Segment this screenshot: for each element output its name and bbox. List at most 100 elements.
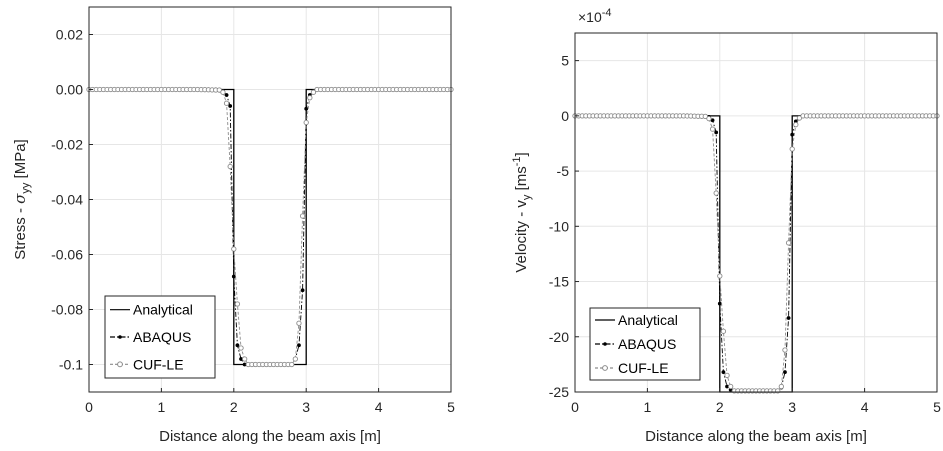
- stress-series-abaqus-point: [297, 343, 301, 348]
- velocity-series-abaqus-point: [786, 316, 791, 320]
- velocity-series-cuf-le-point: [778, 383, 784, 390]
- velocity-y-ticks: -25 -20 -15 -10 -5 0 5: [549, 53, 579, 400]
- stress-y-label-unit: [MPa]: [12, 139, 29, 182]
- stress-x-tick-label: 3: [302, 399, 310, 415]
- velocity-series-cuf-le-point: [793, 122, 799, 128]
- velocity-legend-marker-cuf-le: [602, 365, 608, 371]
- velocity-series-cuf-le-point: [782, 347, 788, 353]
- velocity-x-tick-label: 3: [788, 399, 796, 415]
- velocity-series-cuf-le-point: [724, 372, 730, 379]
- velocity-x-ticks: 0 1 2 3 4 5: [571, 388, 941, 415]
- stress-y-label-base: Stress -: [12, 204, 29, 260]
- velocity-x-tick-label: 0: [571, 399, 579, 415]
- stress-series-cuf-le-point: [227, 163, 233, 170]
- velocity-legend-label-cuf-le: CUF-LE: [618, 360, 669, 376]
- stress-legend-label-cuf-le: CUF-LE: [133, 356, 184, 372]
- stress-series-abaqus-point: [300, 288, 305, 293]
- stress-x-tick-label: 0: [85, 399, 93, 415]
- stress-series-cuf-le-point: [223, 100, 230, 106]
- velocity-series-cuf-le-point: [717, 273, 723, 279]
- velocity-series-abaqus-point: [790, 132, 795, 137]
- stress-x-tick-label: 4: [375, 399, 383, 415]
- velocity-series-cuf-le-point: [713, 190, 719, 196]
- stress-series-cuf-le-point: [292, 356, 298, 362]
- velocity-y-label-sub: y: [521, 194, 533, 200]
- stress-series-abaqus-point: [231, 274, 236, 279]
- velocity-scale-factor: ×10-4: [578, 7, 612, 25]
- stress-series-cuf-le-point: [296, 320, 302, 326]
- stress-series-group: [86, 86, 454, 368]
- stress-y-tick-label: -0.08: [51, 302, 83, 318]
- velocity-y-tick-label: 0: [561, 108, 569, 124]
- stress-series-abaqus-point: [304, 106, 309, 111]
- velocity-x-tick-label: 2: [716, 399, 724, 415]
- stress-y-ticks: -0.1 -0.08 -0.06 -0.04 -0.02 0.00 0.02: [51, 27, 93, 373]
- stress-x-tick-label: 2: [230, 399, 238, 415]
- stress-y-tick-label: -0.1: [59, 357, 83, 373]
- velocity-x-tick-label: 1: [644, 399, 652, 415]
- stress-x-ticks: 0 1 2 3 4 5: [85, 388, 455, 415]
- velocity-legend-marker-abaqus: [603, 342, 607, 346]
- stress-series-abaqus-point: [228, 104, 233, 108]
- velocity-x-axis-label: Distance along the beam axis [m]: [645, 428, 867, 445]
- velocity-x-tick-label: 5: [933, 399, 941, 415]
- stress-legend: Analytical ABAQUS CUF-LE: [104, 295, 216, 379]
- stress-y-axis-label: Stress - σyy [MPa]: [11, 139, 32, 259]
- velocity-series-cuf-le-point: [706, 115, 712, 122]
- velocity-y-tick-label: -5: [557, 163, 570, 179]
- stress-y-tick-label: -0.06: [51, 247, 83, 263]
- stress-y-label-symbol: σ: [11, 193, 29, 204]
- velocity-series-cuf-le-point: [709, 126, 716, 132]
- stress-y-label-sub: yy: [20, 182, 32, 194]
- velocity-series-abaqus-point: [721, 370, 726, 375]
- velocity-legend: Analytical ABAQUS CUF-LE: [589, 307, 701, 381]
- stress-series-cuf-le-point: [234, 301, 241, 307]
- stress-y-tick-label: 0.00: [56, 82, 83, 98]
- velocity-y-label-unit-base: [ms: [513, 166, 530, 194]
- velocity-series-abaqus-point: [717, 301, 722, 306]
- velocity-y-tick-label: -10: [549, 218, 569, 234]
- velocity-y-label-unit-end: ]: [513, 152, 530, 156]
- stress-series-cuf-le-point: [289, 361, 295, 368]
- stress-y-tick-label: -0.04: [51, 192, 83, 208]
- stress-legend-label-analytical: Analytical: [133, 302, 193, 318]
- velocity-y-tick-label: -25: [549, 384, 569, 400]
- stress-x-tick-label: 1: [158, 399, 166, 415]
- stress-series-abaqus-point: [235, 343, 240, 348]
- velocity-legend-label-analytical: Analytical: [618, 312, 678, 328]
- velocity-series-abaqus-point: [783, 370, 787, 375]
- velocity-legend-label-abaqus: ABAQUS: [618, 336, 676, 352]
- stress-series-cuf-le-point: [238, 345, 244, 351]
- velocity-series-cuf-le-point: [720, 328, 727, 334]
- stress-legend-marker-cuf-le: [117, 361, 123, 368]
- stress-legend-marker-abaqus: [118, 335, 122, 339]
- stress-series-cuf-le-point: [307, 95, 313, 101]
- stress-x-axis-label: Distance along the beam axis [m]: [159, 428, 381, 445]
- velocity-y-tick-label: -20: [549, 329, 569, 345]
- velocity-y-label-base: Velocity - v: [513, 200, 530, 273]
- stress-series-cuf-le-point: [310, 89, 317, 95]
- velocity-chart: 0 1 2 3 4 5 -25 -20 -15 -10 -5 0 5 Distance along t…: [511, 7, 941, 445]
- stress-series-cuf-le-point: [231, 246, 237, 252]
- velocity-x-tick-label: 4: [861, 399, 869, 415]
- velocity-series-abaqus-point: [714, 130, 719, 135]
- stress-series-abaqus-point: [224, 93, 229, 97]
- stress-y-tick-label: 0.02: [56, 27, 83, 43]
- stress-series-cuf-le-point: [303, 119, 309, 126]
- stress-series-cuf-le-point: [242, 356, 248, 362]
- velocity-series-cuf-le-point: [728, 383, 734, 390]
- velocity-y-axis-label: Velocity - vy [ms-1]: [511, 152, 533, 272]
- velocity-y-tick-label: 5: [561, 53, 569, 69]
- stress-legend-label-abaqus: ABAQUS: [133, 329, 191, 345]
- velocity-axes-box: [574, 32, 938, 393]
- velocity-scale-factor-base: ×10: [578, 9, 602, 25]
- stress-x-tick-label: 5: [447, 399, 455, 415]
- velocity-series-cuf-le-point: [785, 240, 792, 246]
- velocity-scale-factor-sup: -4: [602, 7, 612, 19]
- velocity-y-label-sup: -1: [511, 157, 523, 167]
- stress-series-cuf-le-point: [299, 213, 306, 219]
- velocity-series-cuf-le-point: [789, 146, 795, 152]
- velocity-y-tick-label: -15: [549, 274, 569, 290]
